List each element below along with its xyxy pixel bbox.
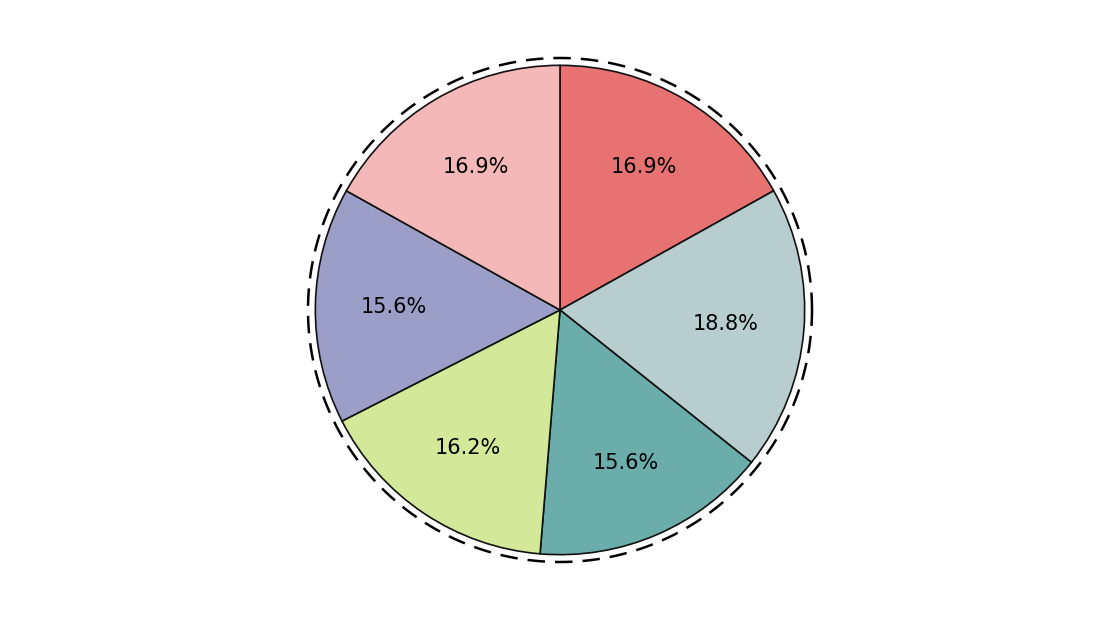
- Wedge shape: [342, 310, 560, 554]
- Wedge shape: [560, 191, 804, 463]
- Text: 16.9%: 16.9%: [442, 156, 508, 177]
- Text: 16.2%: 16.2%: [435, 438, 501, 458]
- Wedge shape: [346, 65, 560, 310]
- Text: 15.6%: 15.6%: [361, 297, 427, 317]
- Wedge shape: [560, 65, 774, 310]
- Wedge shape: [540, 310, 752, 555]
- Text: 15.6%: 15.6%: [592, 453, 660, 472]
- Text: 18.8%: 18.8%: [693, 314, 758, 334]
- Wedge shape: [316, 191, 560, 421]
- Text: 16.9%: 16.9%: [612, 156, 678, 177]
